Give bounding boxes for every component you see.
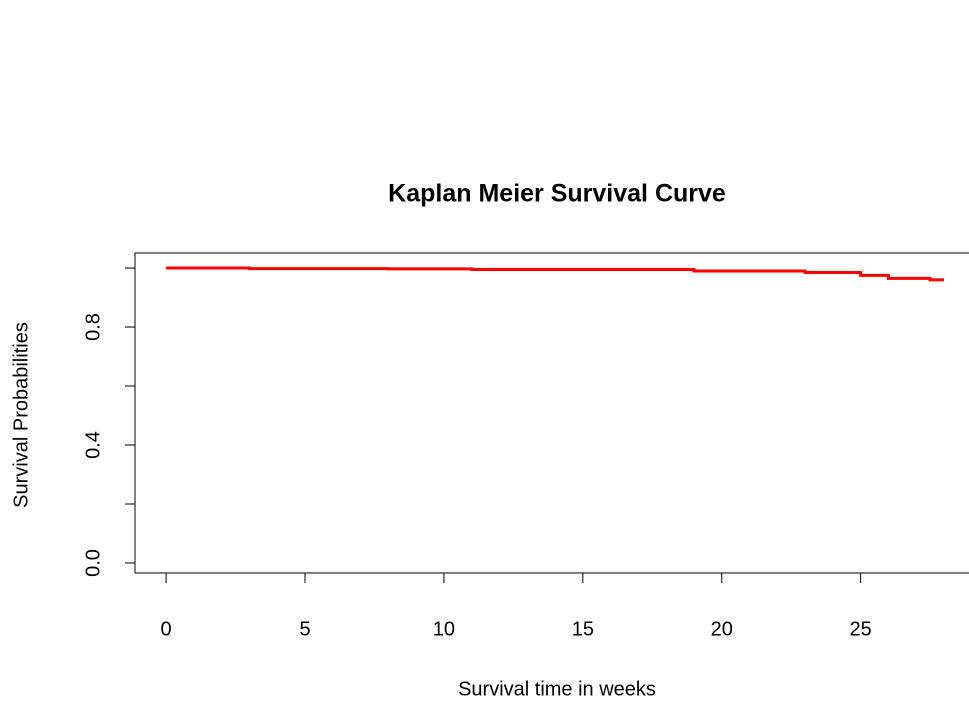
chart-title: Kaplan Meier Survival Curve: [388, 180, 726, 208]
y-tick-label: 0.4: [82, 431, 104, 459]
x-tick-label: 5: [299, 618, 310, 640]
survival-line: [166, 266, 944, 282]
x-axis-label: Survival time in weeks: [458, 678, 656, 700]
x-tick-label: 15: [572, 618, 594, 640]
x-tick-label: 0: [161, 618, 172, 640]
x-tick-label: 10: [433, 618, 455, 640]
y-axis-label: Survival Probabilities: [10, 322, 32, 508]
y-tick-label: 0.0: [82, 549, 104, 577]
y-tick-label: 0.8: [82, 313, 104, 341]
x-tick-label: 25: [850, 618, 872, 640]
x-tick-label: 20: [711, 618, 733, 640]
